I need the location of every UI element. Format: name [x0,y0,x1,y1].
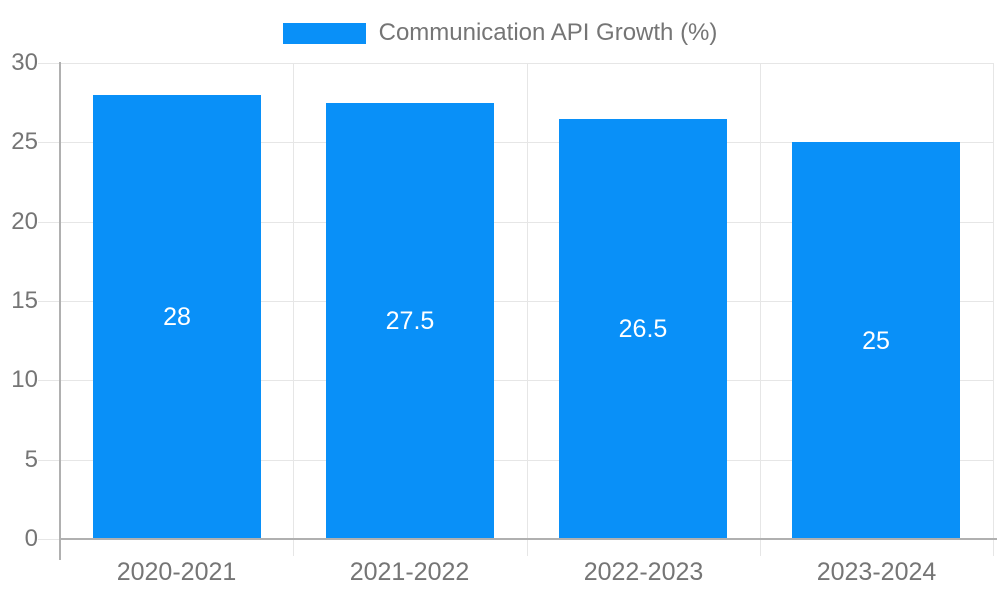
x-category-label: 2022-2023 [583,558,704,586]
y-axis-tick [38,380,63,381]
y-tick-label: 15 [11,287,38,314]
legend: Communication API Growth (%) [0,19,1000,46]
bar [326,103,494,539]
y-axis-tick [38,222,63,223]
y-axis-line [59,62,61,560]
y-tick-label: 25 [11,128,38,155]
y-axis-tick [38,142,63,143]
gridline-vertical [293,63,294,556]
gridline-vertical [760,63,761,556]
legend-swatch [282,22,366,44]
y-axis-tick [38,301,63,302]
bar-value-label: 27.5 [385,307,435,335]
gridline-vertical [527,63,528,556]
x-category-label: 2021-2022 [349,558,470,586]
gridline-horizontal [60,380,993,381]
gridline-horizontal [60,301,993,302]
bar-value-label: 28 [163,303,191,331]
y-tick-label: 30 [11,49,38,76]
y-tick-label: 5 [24,446,38,473]
bar [93,95,261,539]
x-axis-baseline [60,538,997,540]
y-tick-label: 0 [24,525,38,552]
y-tick-label: 20 [11,208,38,235]
bar [559,119,727,539]
x-category-label: 2023-2024 [816,558,937,586]
legend-label: Communication API Growth (%) [378,19,718,46]
gridline-horizontal [60,222,993,223]
bar-value-label: 26.5 [618,315,668,343]
y-axis-tick [38,63,63,64]
y-axis-tick [38,539,63,540]
gridline-vertical [993,63,994,556]
y-axis-tick [38,460,63,461]
gridline-horizontal [60,460,993,461]
y-tick-label: 10 [11,366,38,393]
gridline-horizontal [60,63,993,64]
bar-value-label: 25 [862,327,890,355]
gridline-horizontal [60,142,993,143]
bar [792,142,960,539]
x-category-label: 2020-2021 [116,558,237,586]
